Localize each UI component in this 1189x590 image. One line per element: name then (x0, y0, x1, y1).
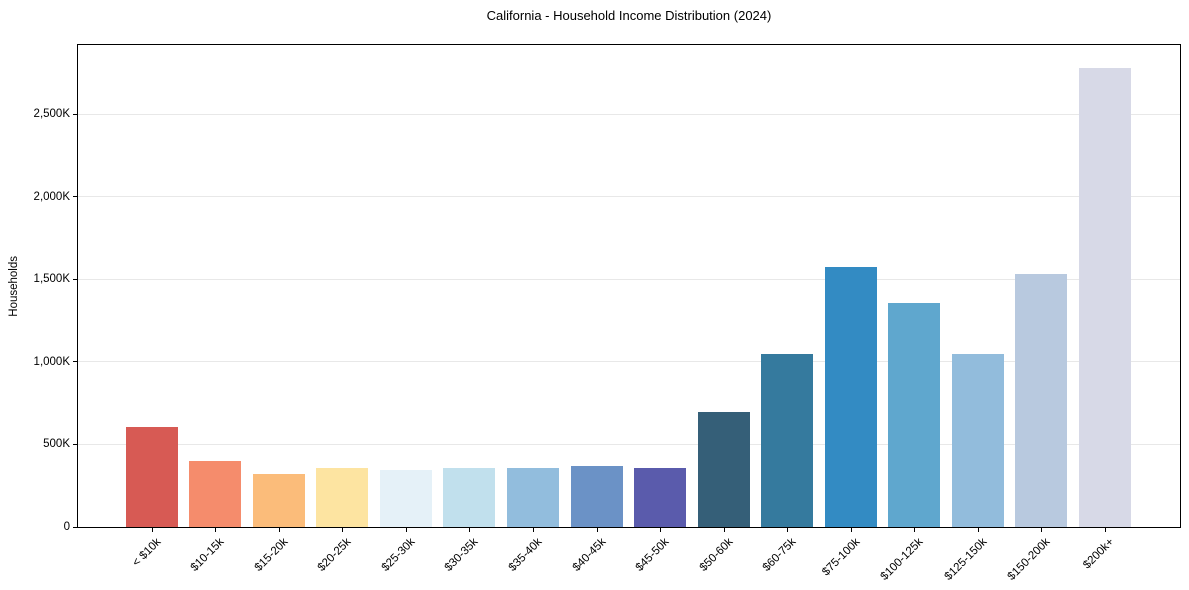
bar-45-50k (634, 468, 687, 527)
bar-35-40k (507, 468, 559, 527)
x-tick-mark (278, 528, 280, 532)
x-tick-label-lt-10k: < $10k (130, 536, 164, 570)
x-tick-label-45-50k: $45-50k (633, 536, 672, 574)
bar-150-200k (1015, 274, 1068, 527)
x-tick-label-100-125k: $100-125k (878, 536, 926, 583)
bar-75-100k (824, 267, 877, 527)
y-tick-mark (73, 196, 78, 198)
y-tick-mark (73, 361, 78, 363)
x-tick-mark (850, 528, 852, 532)
bar-125-150k (951, 353, 1004, 527)
x-tick-mark (787, 528, 789, 532)
x-tick-label-10-15k: $10-15k (188, 536, 227, 574)
bar-50-60k (697, 412, 750, 527)
x-tick-mark (723, 528, 725, 532)
gridline-1-500k (78, 278, 1180, 280)
x-tick-label-25-30k: $25-30k (379, 536, 418, 574)
gridline-2-000k (78, 196, 1180, 198)
y-tick-label-2-500k: 2,500K (33, 108, 70, 121)
x-tick-mark (1041, 528, 1043, 532)
x-tick-label-200k-plus: $200k+ (1081, 536, 1117, 572)
bar-10-15k (189, 461, 242, 527)
x-tick-label-35-40k: $35-40k (506, 536, 545, 574)
x-tick-label-20-25k: $20-25k (315, 536, 354, 574)
x-tick-mark (151, 528, 153, 532)
x-tick-label-125-150k: $125-150k (942, 536, 990, 583)
gridline-1-000k (78, 361, 1180, 363)
gridline-2-500k (78, 113, 1180, 115)
x-tick-label-60-75k: $60-75k (760, 536, 799, 574)
x-tick-mark (215, 528, 217, 532)
bar-200k-plus (1078, 68, 1131, 527)
x-tick-label-50-60k: $50-60k (697, 536, 736, 574)
y-tick-label-500k: 500K (43, 438, 70, 451)
x-tick-label-40-45k: $40-45k (570, 536, 609, 574)
x-tick-label-15-20k: $15-20k (252, 536, 291, 574)
bar-15-20k (252, 474, 305, 527)
bar-30-35k (443, 468, 496, 527)
y-tick-label-0: 0 (63, 521, 70, 533)
plot-area (77, 44, 1181, 528)
bar-20-25k (316, 467, 369, 527)
x-tick-mark (533, 528, 534, 532)
bar-100-125k (888, 303, 941, 527)
x-tick-mark (596, 528, 598, 532)
x-tick-mark (405, 528, 407, 532)
y-tick-label-1-500k: 1,500K (33, 273, 70, 286)
y-tick-mark (73, 113, 78, 115)
y-tick-label-2-000k: 2,000K (33, 190, 70, 203)
x-tick-mark (342, 528, 344, 532)
x-tick-label-75-100k: $75-100k (819, 536, 863, 579)
x-tick-mark (660, 528, 662, 532)
chart-title: California - Household Income Distributi… (486, 8, 772, 23)
x-tick-label-30-35k: $30-35k (443, 536, 481, 574)
x-tick-mark (977, 528, 979, 532)
x-tick-mark (1104, 528, 1106, 532)
x-tick-mark (469, 528, 471, 532)
bar-lt-10k (125, 427, 178, 527)
y-tick-label-1-000k: 1,000K (33, 355, 70, 368)
bar-40-45k (570, 466, 623, 527)
y-tick-mark (73, 526, 78, 528)
gridline-500k (78, 443, 1180, 445)
bar-25-30k (379, 470, 432, 527)
bar-60-75k (761, 353, 814, 527)
y-tick-mark (73, 278, 78, 280)
x-tick-label-150-200k: $150-200k (1005, 536, 1053, 583)
x-tick-mark (914, 528, 916, 532)
y-tick-mark (73, 443, 78, 445)
